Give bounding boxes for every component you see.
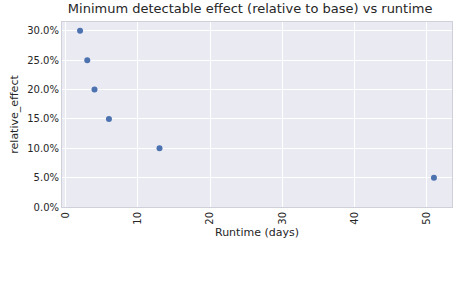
svg-text:0.0%: 0.0%: [34, 202, 59, 213]
svg-text:Minimum detectable effect (rel: Minimum detectable effect (relative to b…: [68, 1, 433, 16]
svg-text:0: 0: [60, 212, 71, 218]
svg-text:50: 50: [421, 212, 432, 225]
svg-text:20.0%: 20.0%: [27, 84, 59, 95]
svg-text:relative_effect: relative_effect: [8, 75, 21, 154]
svg-text:10.0%: 10.0%: [27, 143, 59, 154]
svg-text:30.0%: 30.0%: [27, 25, 59, 36]
svg-text:40: 40: [349, 212, 360, 225]
svg-text:10: 10: [132, 212, 143, 225]
svg-text:15.0%: 15.0%: [27, 113, 59, 124]
svg-text:5.0%: 5.0%: [34, 172, 59, 183]
svg-text:Runtime (days): Runtime (days): [215, 226, 299, 239]
svg-text:20: 20: [204, 212, 215, 225]
svg-text:30: 30: [277, 212, 288, 225]
svg-text:25.0%: 25.0%: [27, 55, 59, 66]
